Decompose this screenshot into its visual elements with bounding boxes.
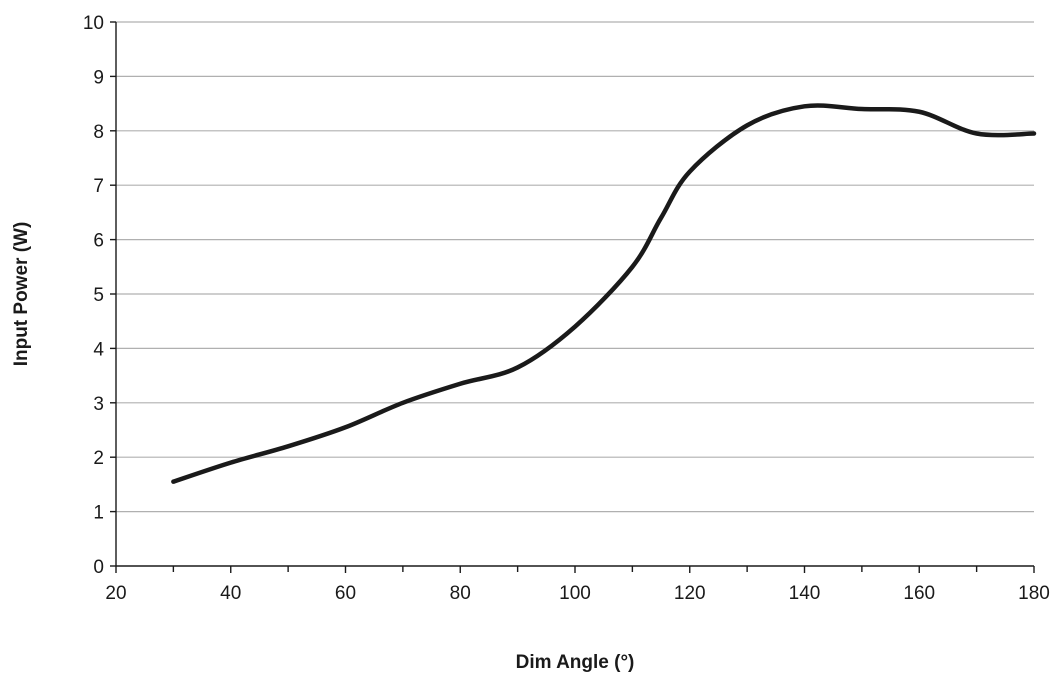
y-tick-label-6: 6 [93,231,104,252]
y-tick-label-4: 4 [93,339,104,360]
data-series [171,103,1037,484]
tick-labels: 0 1 2 3 4 5 6 7 8 9 10 20 40 60 80 100 120 140 160 180 [83,13,1050,604]
y-tick-label-8: 8 [93,122,104,143]
x-tick-label-60: 60 [335,583,356,604]
y-tick-label-7: 7 [93,176,104,197]
x-tick-label-100: 100 [559,583,591,604]
x-tick-label-160: 160 [903,583,935,604]
y-tick-label-10: 10 [83,13,104,34]
y-tick-label-3: 3 [93,394,104,415]
x-tick-label-120: 120 [674,583,706,604]
y-tick-label-9: 9 [93,67,104,88]
y-tick-label-2: 2 [93,448,104,469]
x-tick-label-20: 20 [105,583,126,604]
y-tick-label-0: 0 [93,557,104,578]
x-tick-label-80: 80 [450,583,471,604]
x-tick-label-140: 140 [789,583,821,604]
y-axis-title: Input Power (W) [11,222,32,367]
axes [110,21,1035,573]
x-tick-label-180: 180 [1018,583,1050,604]
x-tick-label-40: 40 [220,583,241,604]
x-axis-title: Dim Angle (°) [516,652,635,673]
y-tick-label-1: 1 [93,503,104,524]
y-tick-label-5: 5 [93,285,104,306]
gridlines [116,21,1034,513]
series-line-0 [171,103,1037,484]
